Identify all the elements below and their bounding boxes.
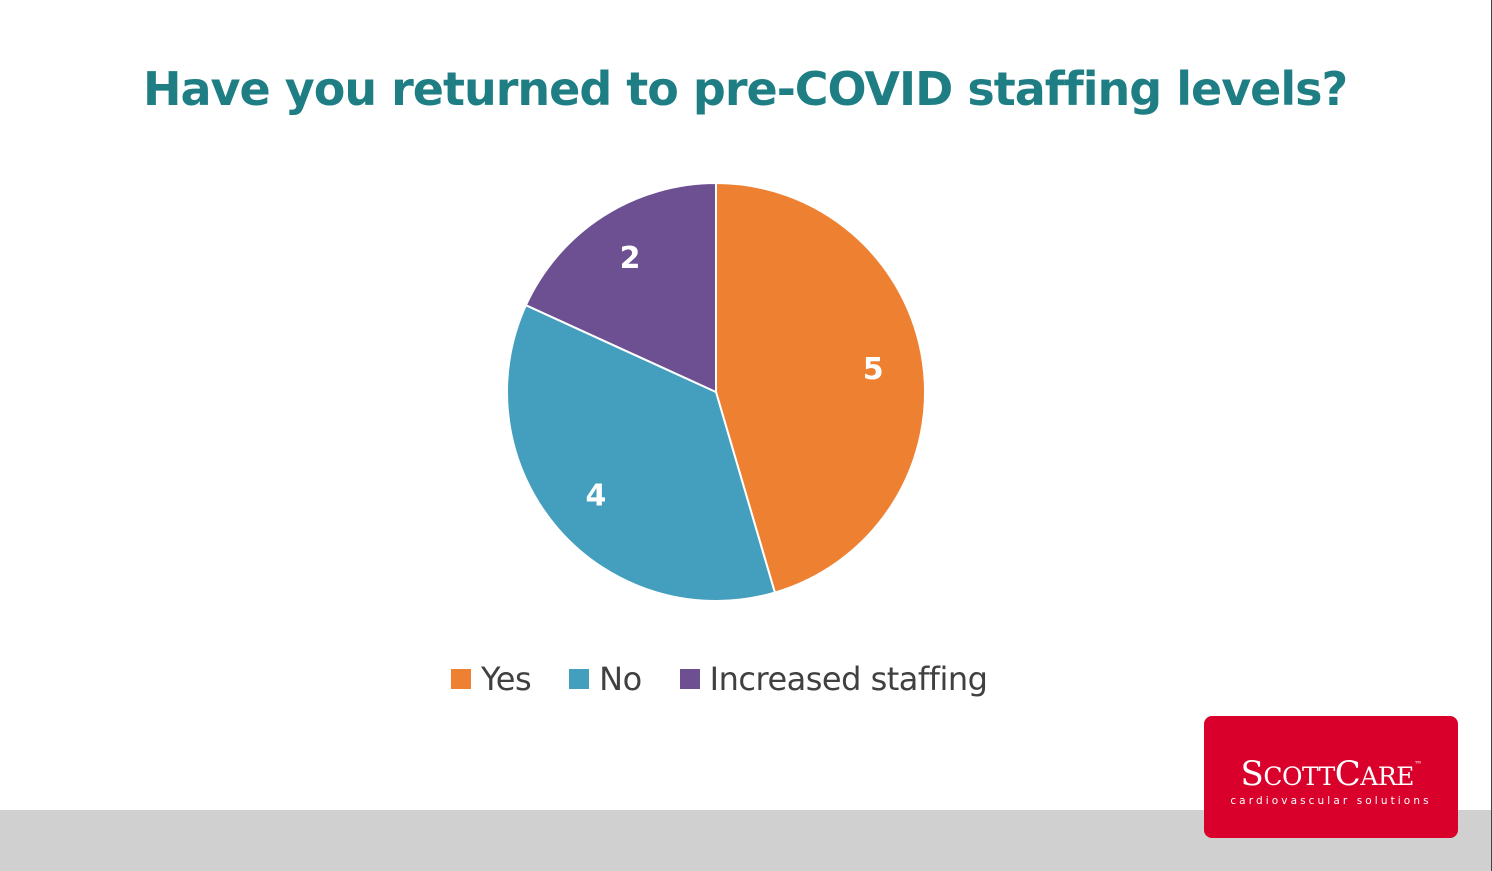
data-label-no: 4	[586, 479, 607, 514]
scottcare-logo: SCOTTCARE™ cardiovascular solutions	[1204, 716, 1458, 838]
legend-swatch-increased-staffing	[679, 669, 700, 689]
legend-label-no: No	[599, 660, 642, 698]
chart-legend: Yes No Increased staffing	[451, 660, 988, 698]
pie-slice-no	[506, 303, 777, 602]
legend-label-yes: Yes	[481, 660, 532, 698]
data-label-yes: 5	[863, 352, 884, 387]
legend-item-increased-staffing: Increased staffing	[679, 660, 988, 698]
data-label-increased-staffing: 2	[620, 241, 641, 276]
legend-swatch-yes	[451, 669, 471, 689]
logo-wordmark: SCOTTCARE™	[1240, 754, 1422, 794]
pie-slice-increased-staffing	[524, 181, 717, 394]
logo-tagline: cardiovascular solutions	[1230, 795, 1432, 807]
legend-item-no: No	[569, 660, 642, 698]
legend-swatch-no	[569, 669, 590, 689]
pie-slice-yes	[715, 181, 926, 594]
chart-title: Have you returned to pre-COVID staffing …	[143, 62, 1348, 116]
legend-label-increased-staffing: Increased staffing	[709, 660, 988, 698]
legend-item-yes: Yes	[451, 660, 532, 698]
